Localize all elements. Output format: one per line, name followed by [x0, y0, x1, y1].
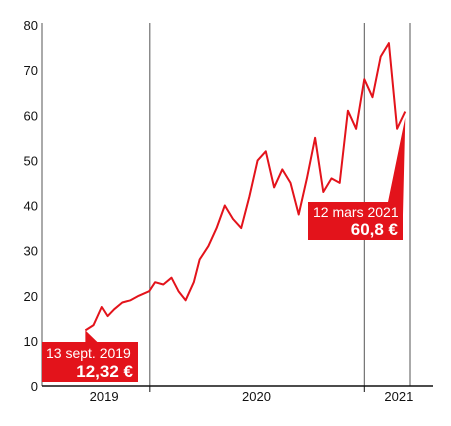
y-tick-label: 10: [24, 334, 38, 349]
end-callout-box: [308, 202, 403, 240]
start-callout: 13 sept. 2019 12,32 €: [42, 330, 138, 382]
x-tick-label: 2020: [242, 389, 271, 404]
x-tick-label: 2019: [90, 389, 119, 404]
x-axis-ticks: 2019 2020 2021: [90, 386, 413, 404]
end-callout-pointer: [388, 117, 406, 215]
y-tick-label: 40: [24, 199, 38, 214]
y-tick-label: 30: [24, 244, 38, 259]
start-callout-box: [42, 342, 138, 382]
y-tick-label: 20: [24, 289, 38, 304]
y-tick-label: 80: [24, 18, 38, 33]
end-callout-date: 12 mars 2021: [313, 204, 399, 220]
start-callout-date: 13 sept. 2019: [46, 345, 131, 361]
start-callout-pointer: [85, 330, 98, 342]
y-tick-label: 70: [24, 63, 38, 78]
x-tick-label: 2021: [384, 389, 413, 404]
y-axis-ticks: 0 10 20 30 40 50 60 70 80: [24, 18, 38, 394]
y-tick-label: 0: [31, 379, 38, 394]
start-callout-value: 12,32 €: [76, 362, 133, 381]
end-callout-value: 60,8 €: [351, 220, 399, 239]
y-tick-label: 60: [24, 108, 38, 123]
price-line: [84, 42, 407, 332]
y-tick-label: 50: [24, 153, 38, 168]
end-callout: 12 mars 2021 60,8 €: [308, 117, 406, 240]
